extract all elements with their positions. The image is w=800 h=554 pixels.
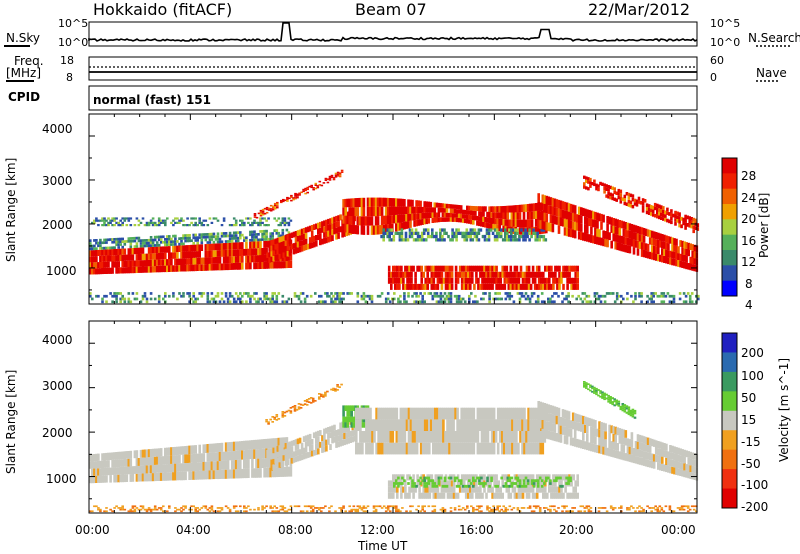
nsearch-label: N.Search	[748, 31, 800, 45]
power-heatmap	[89, 169, 700, 304]
freq-label: Freq.	[14, 54, 44, 68]
xtick-3: 12:00	[360, 523, 395, 537]
freq-frame	[88, 56, 698, 81]
power-cbar-tick-28: 28	[741, 169, 757, 183]
xtick-0: 00:00	[75, 523, 110, 537]
power-cbar-tick-16: 16	[741, 234, 757, 248]
vel-cbar-tick-m200: -200	[741, 500, 769, 514]
vel-cbar-tick-m15: -15	[741, 435, 761, 449]
velocity-cbar-seg	[722, 469, 737, 490]
xlabel: Time UT	[358, 539, 408, 553]
velocity-band-green-descend	[583, 381, 637, 419]
power-cbar-tick-12: 12	[741, 255, 757, 269]
colorbars	[721, 157, 738, 509]
velocity-cbar-seg	[722, 430, 737, 451]
velocity-cbar-seg	[722, 410, 737, 431]
power-cbar-seg	[722, 173, 737, 190]
freq-tick-top: 18	[60, 54, 74, 67]
velocity-band-top	[355, 407, 547, 455]
power-cbar-tick-20: 20	[741, 212, 757, 226]
velocity-band-descend	[537, 401, 699, 481]
velocity-cbar-seg	[722, 371, 737, 392]
vel-cbar-tick-50: 50	[741, 391, 757, 405]
power-band-nearrange	[89, 292, 700, 304]
cpid-value: normal (fast) 151	[93, 93, 211, 107]
nave-tick-top: 60	[710, 54, 724, 67]
freq-tick-bottom: 8	[66, 71, 73, 84]
nsky-tick-top: 10^5	[58, 17, 89, 30]
vel-cbar-tick-m100: -100	[741, 478, 769, 492]
power-band-rise-upper	[253, 169, 344, 219]
power-cbar-seg	[722, 265, 737, 282]
velocity-band-low-green	[393, 476, 572, 488]
xtick-6: 00:00	[661, 523, 696, 537]
nave-tick-bottom: 0	[710, 71, 717, 84]
power-cbar-seg	[722, 234, 737, 251]
power-ytick-1000: 1000	[46, 264, 77, 278]
vel-cbar-tick-15: 15	[741, 413, 757, 427]
velocity-cbar-seg	[722, 449, 737, 470]
power-cbar-seg	[722, 250, 737, 266]
power-band-descend	[537, 193, 699, 272]
velocity-cbar-seg	[722, 391, 737, 412]
velocity-band-main	[89, 437, 293, 484]
nsky-label: N.Sky	[6, 31, 41, 45]
velocity-cbar-seg	[722, 333, 737, 353]
nave-label: Nave	[756, 66, 787, 80]
vel-ytick-2000: 2000	[42, 426, 73, 440]
axes	[88, 113, 698, 514]
vel-cbar-tick-100: 100	[741, 369, 764, 383]
xtick-2: 08:00	[278, 523, 313, 537]
power-band-top-sparse	[91, 217, 293, 227]
power-ytick-3000: 3000	[42, 174, 73, 188]
velocity-band-nearrange	[89, 505, 698, 513]
velocity-heatmap	[89, 381, 699, 513]
nsky-frame	[88, 21, 698, 47]
power-cbar-seg	[722, 188, 737, 205]
nsky-line	[88, 22, 698, 42]
power-cbar-frame	[721, 157, 738, 297]
power-cbar-tick-4: 4	[745, 298, 753, 312]
nsearch-tick-bottom: 10^0	[710, 36, 741, 49]
power-cbar-tick-24: 24	[741, 191, 757, 205]
velocity-band-rise-upper	[265, 383, 343, 425]
power-ylabel: Slant Range [km]	[4, 157, 18, 262]
vel-cbar-tick-m50: -50	[741, 457, 761, 471]
date-title: 22/Mar/2012	[588, 0, 691, 19]
power-cbar-seg	[722, 219, 737, 236]
top-strips	[4, 21, 790, 111]
beam-title: Beam 07	[355, 0, 427, 19]
velocity-cbar-seg	[722, 488, 737, 509]
nsky-tick-bottom: 10^0	[58, 36, 89, 49]
power-band-upper-weak	[89, 228, 291, 251]
cpid-label: CPID	[8, 90, 41, 104]
power-cbar-label: Power [dB]	[757, 192, 771, 258]
xtick-1: 04:00	[176, 523, 211, 537]
cpid-frame	[88, 85, 698, 111]
vel-cbar-tick-200: 200	[741, 346, 764, 360]
nsearch-tick-top: 10^5	[710, 17, 741, 30]
power-band-descend-upper	[583, 175, 700, 234]
velocity-cbar-label: Velocity [m s^-1]	[777, 357, 791, 462]
velocity-cbar-seg	[722, 352, 737, 373]
power-band-low	[387, 265, 579, 290]
vel-ytick-3000: 3000	[42, 379, 73, 393]
velocity-cbar-frame	[721, 332, 738, 509]
xtick-4: 16:00	[459, 523, 494, 537]
freq-unit: [MHz]	[6, 66, 42, 80]
xtick-5: 20:00	[559, 523, 594, 537]
station-title: Hokkaido (fitACF)	[93, 0, 233, 19]
power-cbar-tick-8: 8	[745, 277, 753, 291]
power-ytick-2000: 2000	[42, 218, 73, 232]
power-band-mid-weak	[380, 228, 548, 242]
vel-ytick-1000: 1000	[46, 472, 77, 486]
power-cbar-seg	[722, 204, 737, 220]
power-cbar-seg	[722, 280, 737, 297]
vel-ytick-4000: 4000	[42, 333, 73, 347]
power-ytick-4000: 4000	[42, 122, 73, 136]
velocity-ylabel: Slant Range [km]	[4, 369, 18, 474]
power-cbar-seg	[722, 158, 737, 174]
